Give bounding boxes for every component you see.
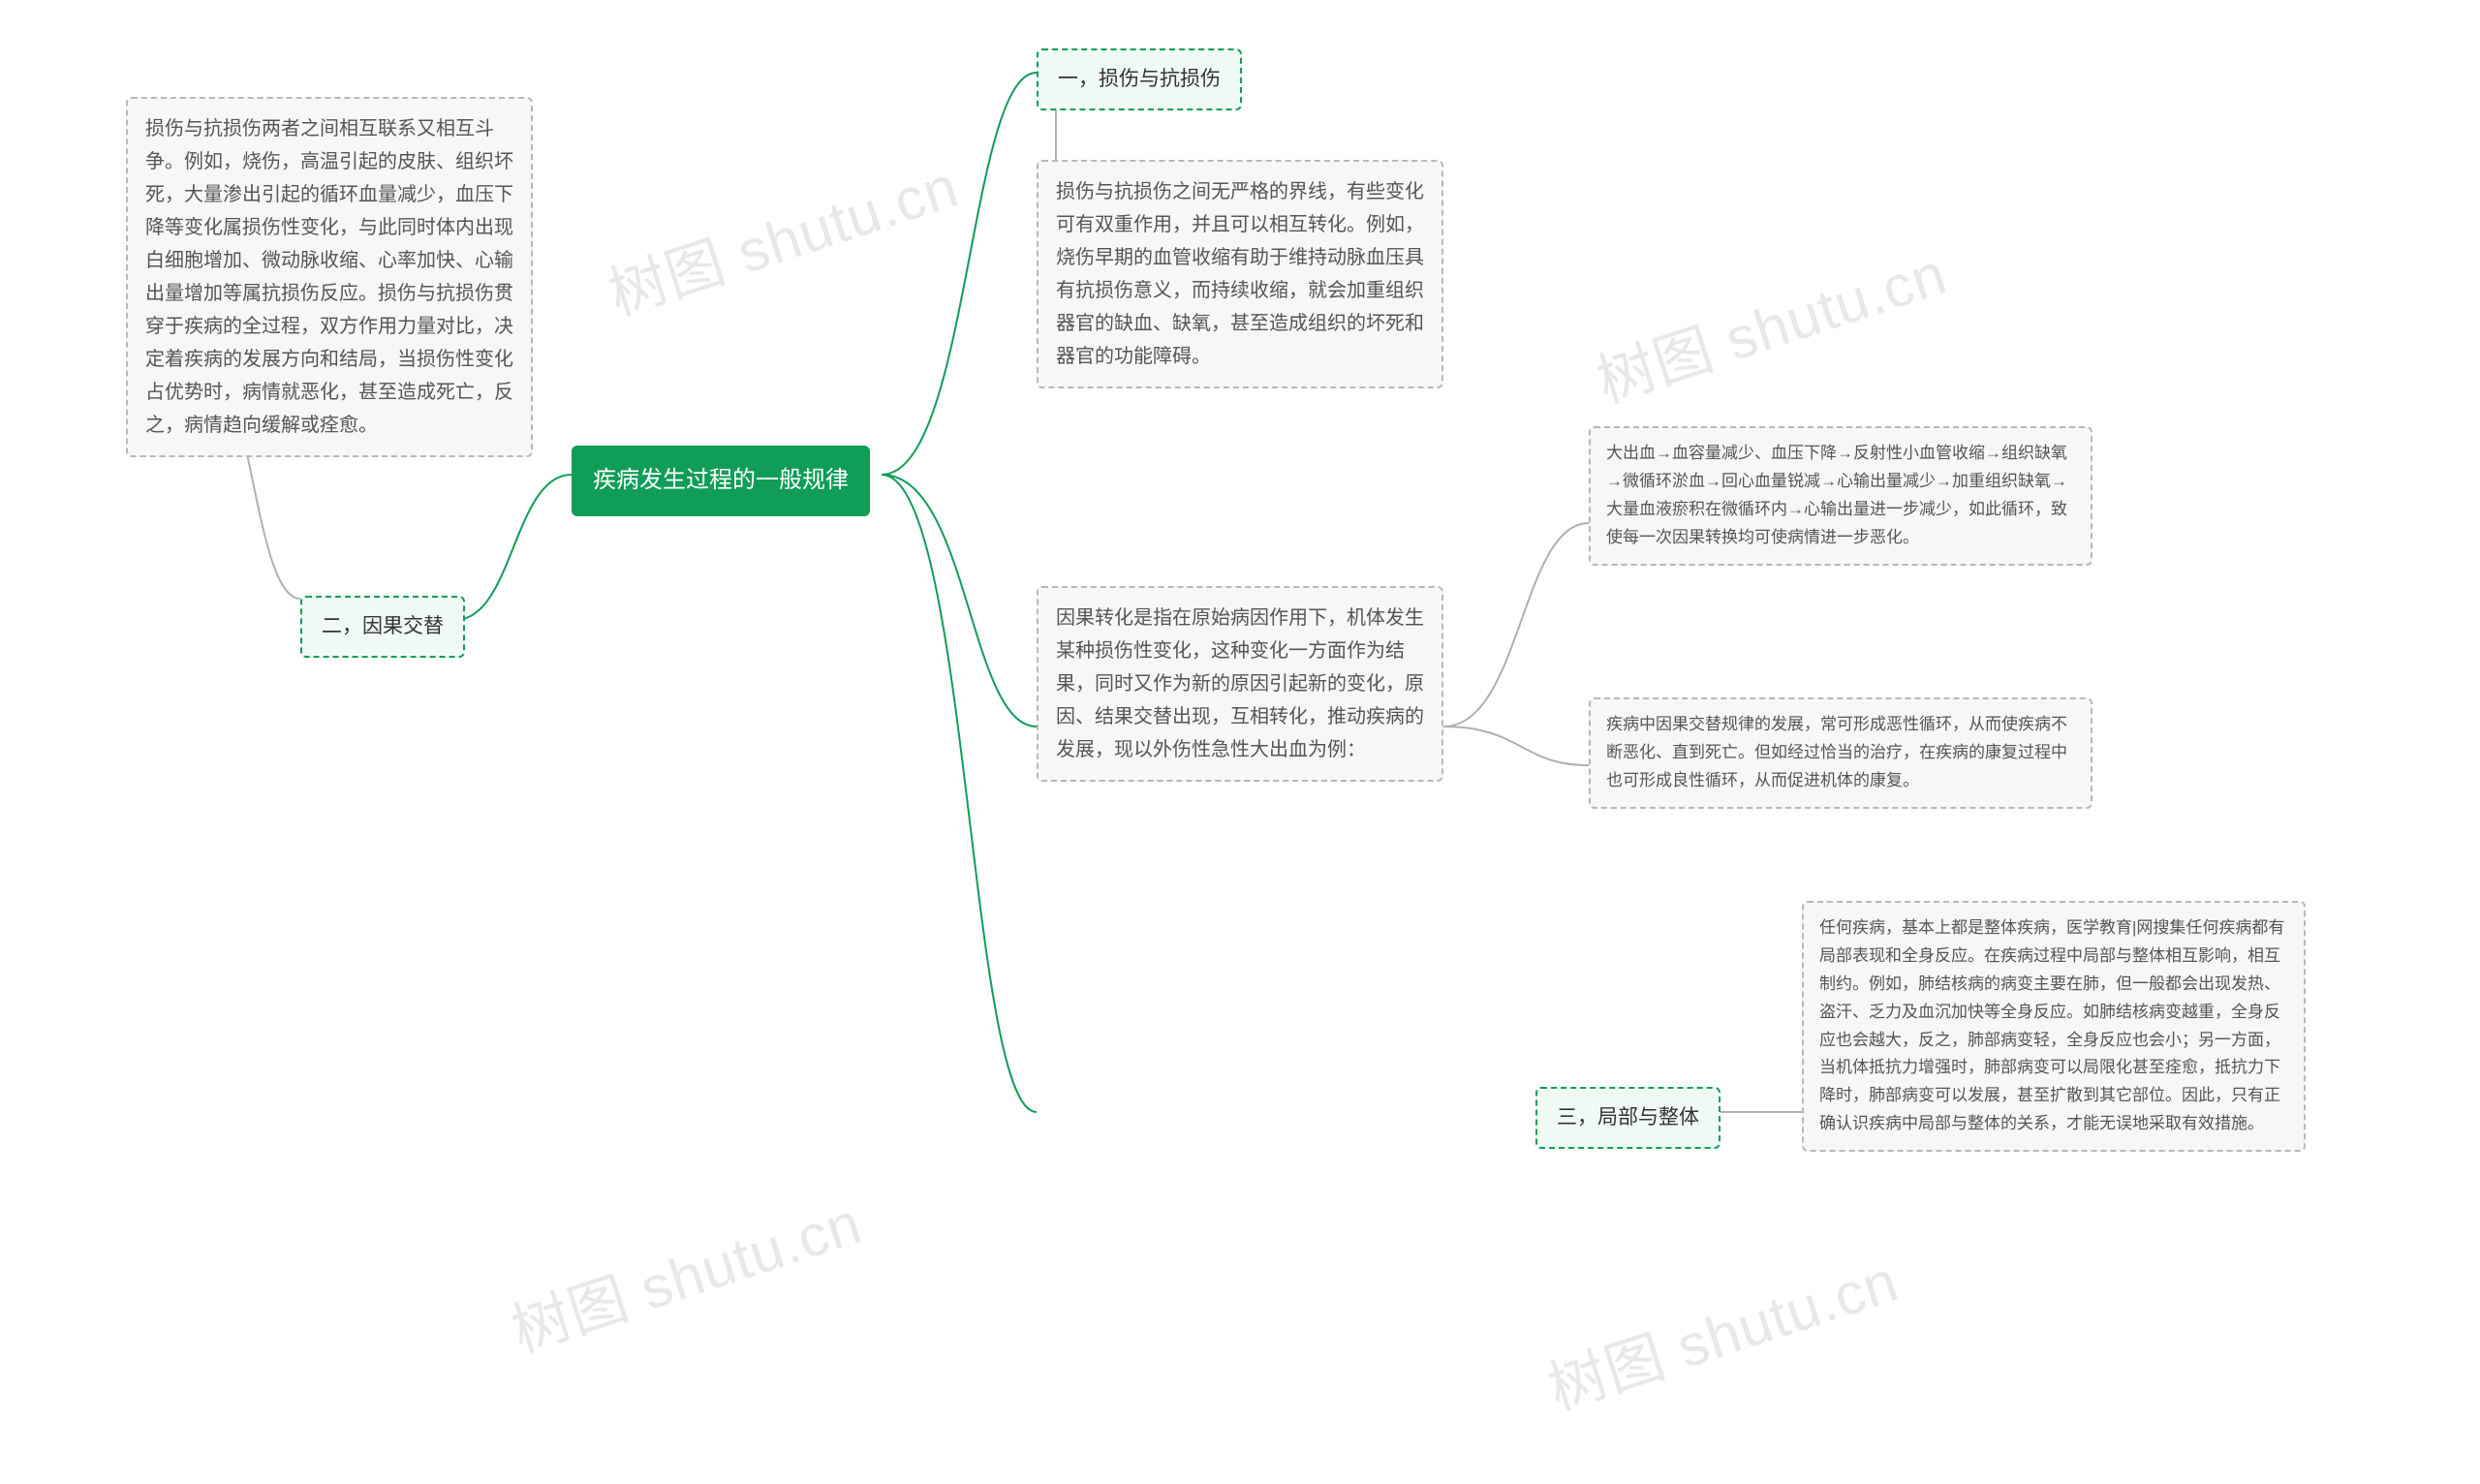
right-middle-sub1-text: 大出血→血容量减少、血压下降→反射性小血管收缩→组织缺氧→微循环淤血→回心血量锐… <box>1606 444 2067 546</box>
right-middle-sub2-box: 疾病中因果交替规律的发展，常可形成恶性循环，从而使疾病不断恶化、直到死亡。但如经… <box>1589 697 2092 809</box>
watermark: 树图 shutu.cn <box>1536 1234 1907 1426</box>
right-bottom-content-text: 任何疾病，基本上都是整体疾病，医学教育|网搜集任何疾病都有局部表现和全身反应。在… <box>1819 918 2284 1132</box>
right-middle-content-box: 因果转化是指在原始病因作用下，机体发生某种损伤性变化，这种变化一方面作为结果，同… <box>1037 586 1443 782</box>
watermark: 树图 shutu.cn <box>500 1176 871 1368</box>
right-top-header-label: 一，损伤与抗损伤 <box>1058 68 1221 90</box>
left-header-box: 二，因果交替 <box>300 596 465 658</box>
root-label: 疾病发生过程的一般规律 <box>593 467 849 493</box>
right-middle-sub2-text: 疾病中因果交替规律的发展，常可形成恶性循环，从而使疾病不断恶化、直到死亡。但如经… <box>1606 715 2067 789</box>
right-bottom-header-box: 三，局部与整体 <box>1535 1087 1720 1149</box>
root-node: 疾病发生过程的一般规律 <box>572 446 870 516</box>
watermark: 树图 shutu.cn <box>597 139 968 331</box>
right-top-content-box: 损伤与抗损伤之间无严格的界线，有些变化可有双重作用，并且可以相互转化。例如，烧伤… <box>1037 160 1443 388</box>
right-top-content-text: 损伤与抗损伤之间无严格的界线，有些变化可有双重作用，并且可以相互转化。例如，烧伤… <box>1056 181 1424 367</box>
right-bottom-content-box: 任何疾病，基本上都是整体疾病，医学教育|网搜集任何疾病都有局部表现和全身反应。在… <box>1802 901 2306 1152</box>
right-middle-sub1-box: 大出血→血容量减少、血压下降→反射性小血管收缩→组织缺氧→微循环淤血→回心血量锐… <box>1589 426 2092 566</box>
left-content-text: 损伤与抗损伤两者之间相互联系又相互斗争。例如，烧伤，高温引起的皮肤、组织坏死，大… <box>145 118 513 436</box>
right-middle-content-text: 因果转化是指在原始病因作用下，机体发生某种损伤性变化，这种变化一方面作为结果，同… <box>1056 607 1424 760</box>
watermark: 树图 shutu.cn <box>1585 227 1956 418</box>
right-bottom-header-label: 三，局部与整体 <box>1557 1106 1699 1128</box>
right-top-header-box: 一，损伤与抗损伤 <box>1037 48 1242 110</box>
left-header-label: 二，因果交替 <box>322 615 444 637</box>
left-content-box: 损伤与抗损伤两者之间相互联系又相互斗争。例如，烧伤，高温引起的皮肤、组织坏死，大… <box>126 97 533 457</box>
